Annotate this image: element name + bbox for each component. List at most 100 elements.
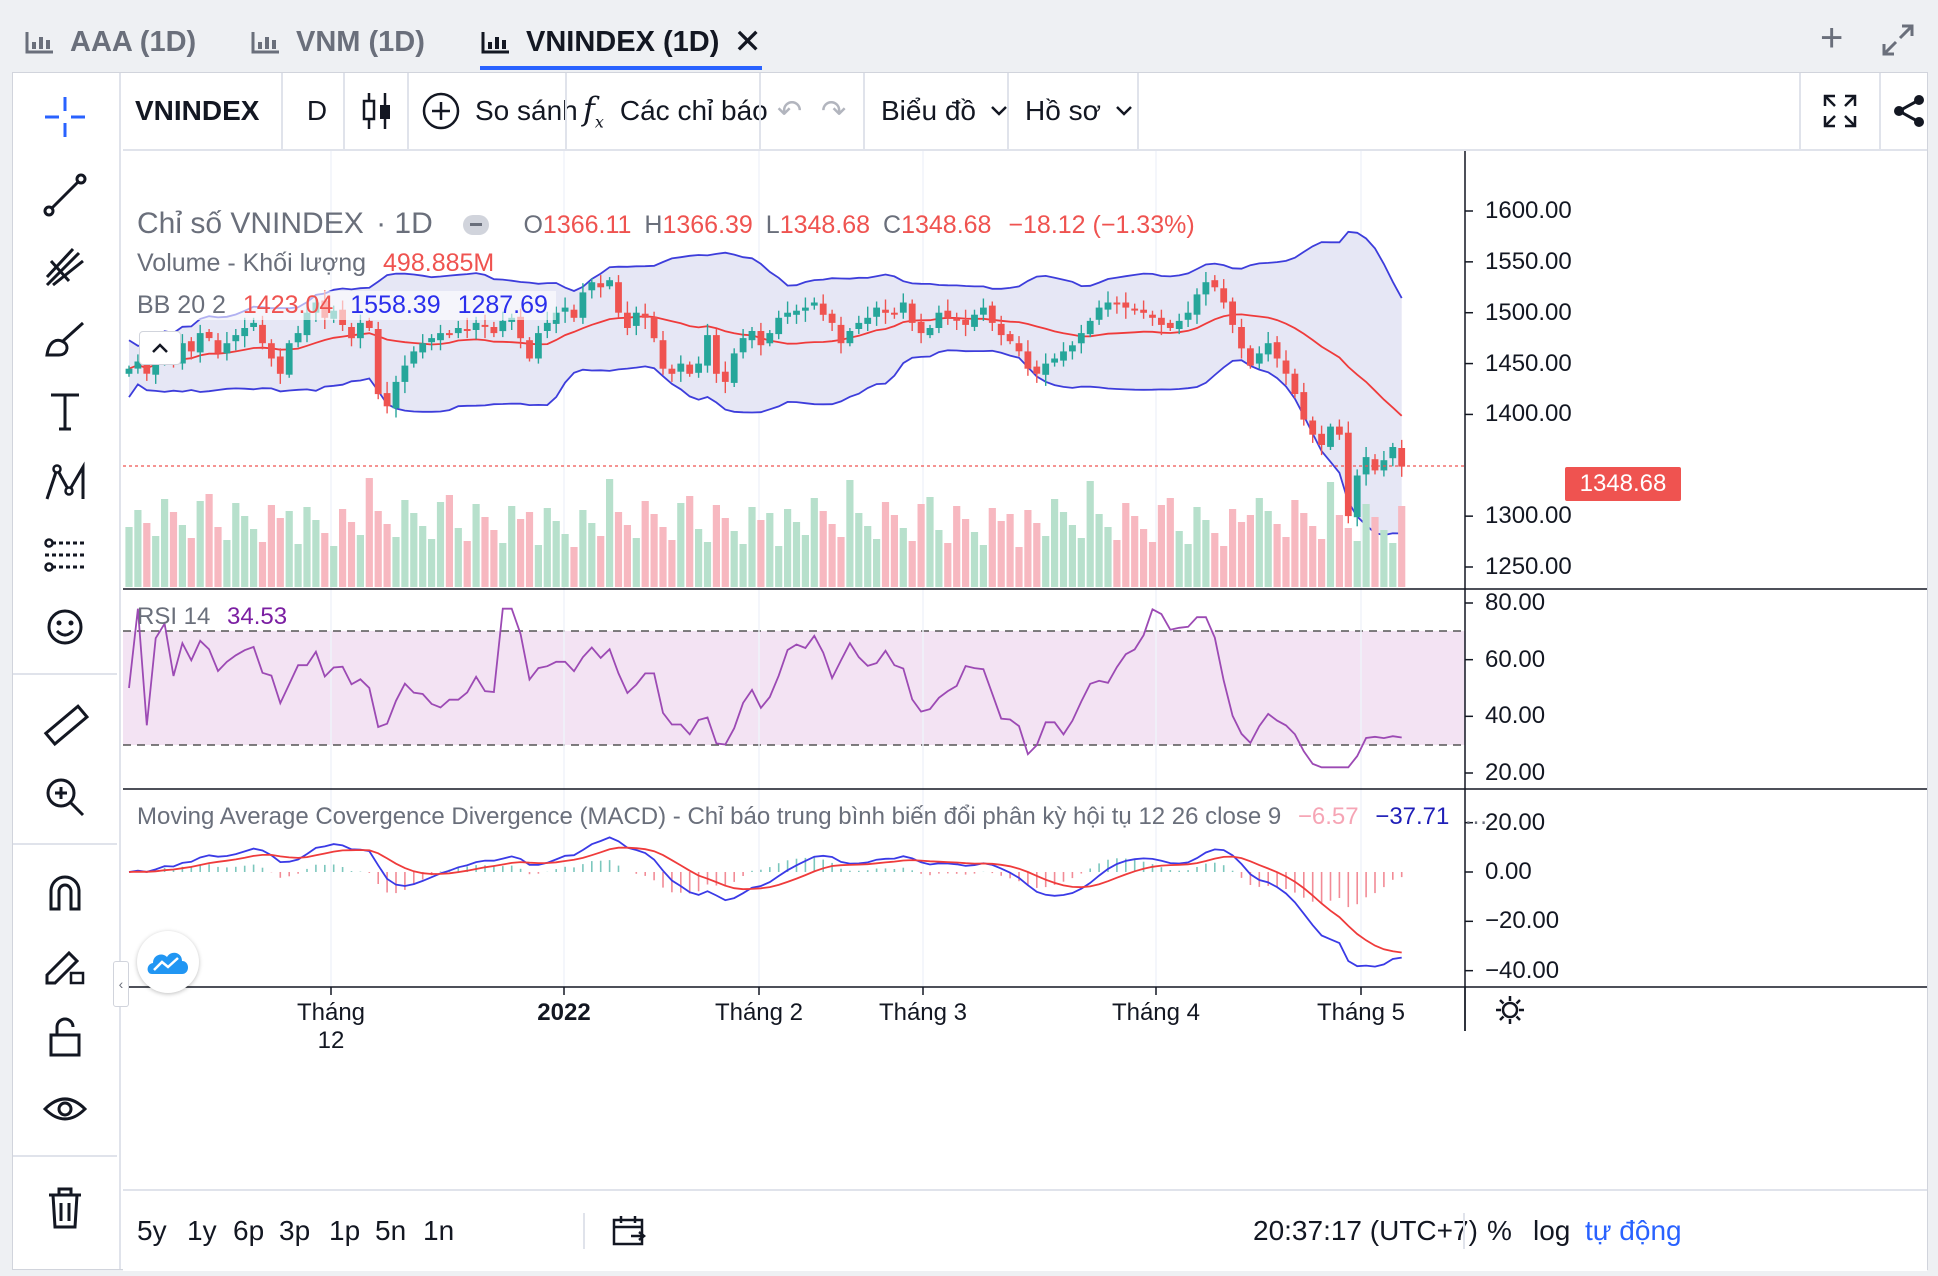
pitchfork-tool[interactable]: [33, 235, 97, 299]
share-button[interactable]: [1891, 73, 1927, 149]
log-toggle[interactable]: log: [1533, 1191, 1570, 1271]
range-button-1n[interactable]: 1n: [423, 1215, 455, 1246]
magnet-tool[interactable]: [33, 861, 97, 925]
bb-upper-value: 1558.39: [350, 291, 441, 319]
brush-tool[interactable]: [33, 307, 97, 371]
chart-type-button[interactable]: [359, 73, 395, 149]
zoom-tool[interactable]: [33, 765, 97, 829]
pattern-tool[interactable]: [33, 451, 97, 515]
undo-icon: ↶: [777, 94, 803, 128]
range-button-5y[interactable]: 5y: [137, 1215, 167, 1246]
tab-vnindex[interactable]: VNINDEX (1D) ✕: [480, 20, 762, 70]
volume-bar: [650, 514, 658, 587]
collapse-legend-button[interactable]: [463, 215, 490, 236]
trend-line-icon: [43, 173, 87, 217]
range-button-5n[interactable]: 5n: [375, 1215, 407, 1246]
volume-bar: [463, 541, 471, 587]
candle-body: [1291, 373, 1299, 394]
bb-label: BB 20 2: [137, 291, 226, 319]
more-icon[interactable]: …: [1464, 803, 1489, 830]
lock-all-tool[interactable]: [33, 1005, 97, 1069]
candle-body: [241, 328, 249, 337]
expand-button[interactable]: [1880, 22, 1916, 68]
compare-button[interactable]: So sánh: [421, 73, 578, 149]
range-button-6p[interactable]: 6p: [233, 1215, 265, 1246]
candle-body: [953, 318, 961, 321]
candle-body: [152, 355, 160, 375]
range-button-1y[interactable]: 1y: [187, 1215, 217, 1246]
volume-bar: [1033, 523, 1041, 587]
toggle-toolbar-button[interactable]: ‹: [113, 961, 129, 1007]
icon-tool[interactable]: [33, 595, 97, 659]
plus-icon: +: [1820, 16, 1844, 60]
tradingview-logo[interactable]: [137, 931, 199, 993]
rsi-axis-label: 40.00: [1485, 702, 1546, 730]
candle-body: [1131, 308, 1139, 311]
volume-bar: [534, 545, 542, 587]
chart-icon: [251, 32, 279, 54]
go-to-date-button[interactable]: [611, 1191, 647, 1271]
toolbar-divider: [13, 1155, 117, 1157]
trend-line-tool[interactable]: [33, 163, 97, 227]
chart-settings-button[interactable]: [1493, 993, 1527, 1032]
undo-button[interactable]: ↶: [777, 73, 802, 149]
zoom-in-icon: [46, 778, 85, 817]
volume-bar: [1291, 500, 1299, 587]
volume-bar: [686, 496, 694, 587]
candle-body: [819, 303, 827, 315]
candle-body: [828, 313, 836, 323]
toolbar-divider: [1463, 1213, 1465, 1249]
timezone-clock[interactable]: 20:37:17 (UTC+7): [1253, 1191, 1478, 1271]
text-tool[interactable]: [33, 379, 97, 443]
time-axis-label: Tháng 5: [1316, 999, 1406, 1026]
range-button-3p[interactable]: 3p: [279, 1215, 311, 1246]
candle-body: [721, 371, 729, 382]
chart-menu-button[interactable]: Biểu đồ: [881, 73, 1008, 149]
toolbar-divider: [407, 73, 409, 149]
range-button-1p[interactable]: 1p: [329, 1215, 361, 1246]
toolbar-divider: [343, 73, 345, 149]
candle-body: [410, 351, 418, 364]
price-chart[interactable]: [123, 151, 1927, 1189]
candle-body: [143, 359, 151, 374]
tab-aaa[interactable]: AAA (1D): [24, 20, 196, 64]
volume-bar: [339, 509, 347, 587]
indicators-button[interactable]: fx Các chỉ báo: [583, 73, 768, 149]
candle-body: [597, 283, 605, 288]
macd-value: −37.71: [1375, 803, 1450, 830]
auto-scale-toggle[interactable]: tự động: [1585, 1191, 1682, 1271]
collapse-legends-button[interactable]: [139, 331, 181, 365]
fullscreen-button[interactable]: [1821, 73, 1859, 149]
profile-menu-button[interactable]: Hồ sơ: [1025, 73, 1133, 149]
trash-icon: [49, 1187, 81, 1229]
indicators-label: Các chỉ báo: [619, 95, 768, 126]
volume-bar: [125, 527, 133, 587]
ruler-icon: [43, 704, 90, 747]
volume-bar: [205, 494, 213, 587]
tab-vnm[interactable]: VNM (1D): [250, 20, 425, 64]
candle-body: [250, 322, 257, 327]
percent-toggle[interactable]: %: [1487, 1191, 1512, 1271]
chart-area[interactable]: Chỉ số VNINDEX · 1D O1366.11 H1366.39 L1…: [113, 151, 1927, 1189]
close-icon[interactable]: ✕: [733, 23, 762, 61]
redo-button[interactable]: ↷: [821, 73, 846, 149]
hide-drawings-tool[interactable]: [33, 1077, 97, 1141]
candle-body: [695, 363, 702, 373]
volume-bar: [196, 501, 204, 587]
lock-drawing-tool[interactable]: [33, 933, 97, 997]
volume-bar: [223, 540, 231, 587]
bollinger-lower-line: [128, 349, 1402, 537]
macd-axis-label: −40.00: [1485, 956, 1560, 984]
measure-tool[interactable]: [33, 693, 97, 757]
add-tab-button[interactable]: +: [1820, 16, 1843, 61]
volume-bar: [970, 532, 979, 587]
forecast-tool[interactable]: [33, 523, 97, 587]
candle-body: [1318, 433, 1325, 445]
symbol-search-button[interactable]: VNINDEX: [135, 73, 259, 149]
volume-bar: [1166, 498, 1174, 587]
toolbar-divider: [1007, 73, 1009, 149]
interval-button[interactable]: D: [295, 73, 339, 149]
crosshair-tool[interactable]: [33, 85, 97, 149]
delete-tool[interactable]: [33, 1175, 97, 1239]
price-axis-label: 1250.00: [1485, 553, 1572, 580]
